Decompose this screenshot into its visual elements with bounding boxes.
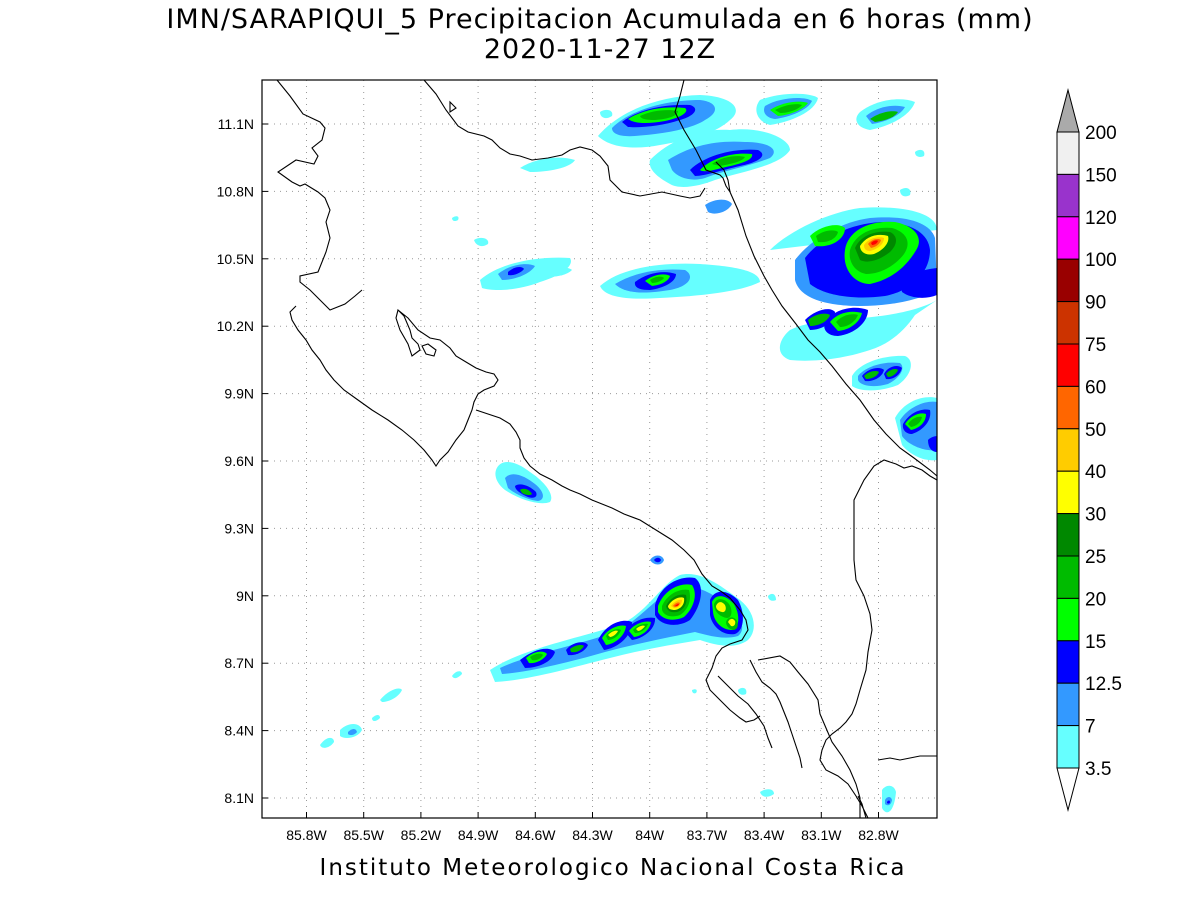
colorbar-swatch (1056, 173, 1080, 218)
colorbar-swatch (1056, 725, 1080, 769)
colorbar-swatch (1056, 555, 1080, 599)
lon-tick-label: 85.2W (401, 827, 442, 843)
colorbar-legend: 200 150 120 100 90 75 60 50 40 30 25 20 15 12.5 7 3.5 (1056, 88, 1122, 812)
lat-tick-label: 10.5N (217, 251, 254, 267)
panama-coast-south (877, 755, 937, 761)
lon-tick-label: 84.3W (572, 827, 613, 843)
colorbar-label: 75 (1085, 335, 1106, 356)
colorbar-swatch (1056, 640, 1080, 684)
colorbar-label: 15 (1085, 632, 1106, 653)
colorbar-swatch (1056, 682, 1080, 727)
osa-peninsula-coast (757, 655, 861, 818)
map-subtitle-date: 2020-11-27 12Z (483, 34, 717, 65)
lat-tick-label: 11.1N (218, 116, 254, 132)
coastlines-and-borders (276, 79, 938, 819)
lon-tick-label: 83.1W (801, 827, 842, 843)
colorbar-label: 3.5 (1085, 759, 1111, 780)
lon-tick-label: 84.6W (515, 827, 556, 843)
nicoya-peninsula-coast (289, 305, 499, 467)
nicaragua-lake-shore (276, 79, 363, 311)
lat-tick-label: 10.8N (217, 183, 254, 199)
rain-cell-caribbean-coast (852, 355, 937, 461)
caribbean-coast (729, 191, 938, 477)
nicoya-gulf-coast (475, 409, 761, 723)
colorbar-label: 20 (1085, 589, 1106, 610)
colorbar-label: 100 (1085, 250, 1117, 271)
lon-tick-label: 85.8W (286, 827, 327, 843)
lon-tick-label: 83.7W (687, 827, 728, 843)
colorbar-label: 150 (1085, 165, 1117, 186)
rain-cell-southwest-scattered (320, 109, 925, 813)
colorbar-swatch (1056, 131, 1080, 175)
rain-cell-9-45N (495, 461, 552, 504)
colorbar-bottom-arrow (1056, 767, 1080, 812)
colorbar-label: 40 (1085, 462, 1106, 483)
colorbar-swatch (1056, 428, 1080, 472)
colorbar-swatch (1056, 301, 1080, 345)
nicaragua-lake-north-shore (423, 79, 706, 199)
colorbar-label: 30 (1085, 505, 1106, 526)
colorbar-swatch (1056, 258, 1080, 303)
lake-island (449, 100, 457, 114)
nicoya-gulf-island (421, 343, 437, 357)
lon-tick-label: 84.9W (458, 827, 499, 843)
lat-tick-label: 9.9N (224, 386, 254, 402)
colorbar-swatch (1056, 597, 1080, 642)
colorbar-swatch (1056, 343, 1080, 387)
border-costa-rica-panama (819, 459, 938, 819)
lat-tick-label: 10.2N (217, 318, 254, 334)
lat-tick-label: 8.1N (224, 790, 254, 806)
map-title: IMN/SARAPIQUI_5 Precipitacion Acumulada … (166, 4, 1034, 35)
colorbar-label: 12.5 (1085, 674, 1122, 695)
rain-cell-north-east (520, 93, 915, 214)
colorbar-swatch (1056, 470, 1080, 515)
border-nicaragua-costa-rica (674, 79, 731, 193)
colorbar-label: 25 (1085, 547, 1106, 568)
lat-tick-label: 8.4N (224, 723, 254, 739)
lon-tick-label: 83.4W (744, 827, 785, 843)
lat-tick-label: 9.3N (224, 520, 254, 536)
lon-tick-label: 84W (635, 827, 665, 843)
axis-ticks: 85.8W 85.5W 85.2W 84.9W 84.6W 84.3W 84W 83.7W 83… (217, 116, 900, 843)
colorbar-label: 60 (1085, 377, 1106, 398)
colorbar-label: 7 (1085, 717, 1096, 738)
lon-tick-label: 85.5W (343, 827, 384, 843)
rain-cell-10-45N (480, 257, 760, 299)
lat-tick-label: 9N (236, 588, 254, 604)
rain-cell-east-large (770, 207, 937, 361)
lat-tick-label: 9.6N (224, 453, 254, 469)
colorbar-label: 50 (1085, 420, 1106, 441)
colorbar-label: 120 (1085, 208, 1117, 229)
footer-credit: Instituto Meteorologico Nacional Costa R… (319, 855, 907, 881)
map-plot-area: 85.8W 85.5W 85.2W 84.9W 84.6W 84.3W 84W 83.7W 83… (217, 79, 938, 843)
map-frame (261, 79, 938, 819)
colorbar-top-arrow (1056, 88, 1080, 133)
rain-cell-southern-band (490, 555, 776, 682)
colorbar-swatch (1056, 513, 1080, 557)
lon-tick-label: 82.8W (858, 827, 899, 843)
lat-tick-label: 8.7N (224, 655, 254, 671)
golfo-dulce-coast (749, 659, 803, 769)
colorbar-label: 200 (1085, 123, 1117, 144)
precipitation-fields (320, 93, 937, 813)
colorbar-swatch (1056, 385, 1080, 430)
osa-inner-coast (717, 675, 773, 749)
colorbar-swatch (1056, 216, 1080, 260)
colorbar-label: 90 (1085, 293, 1106, 314)
